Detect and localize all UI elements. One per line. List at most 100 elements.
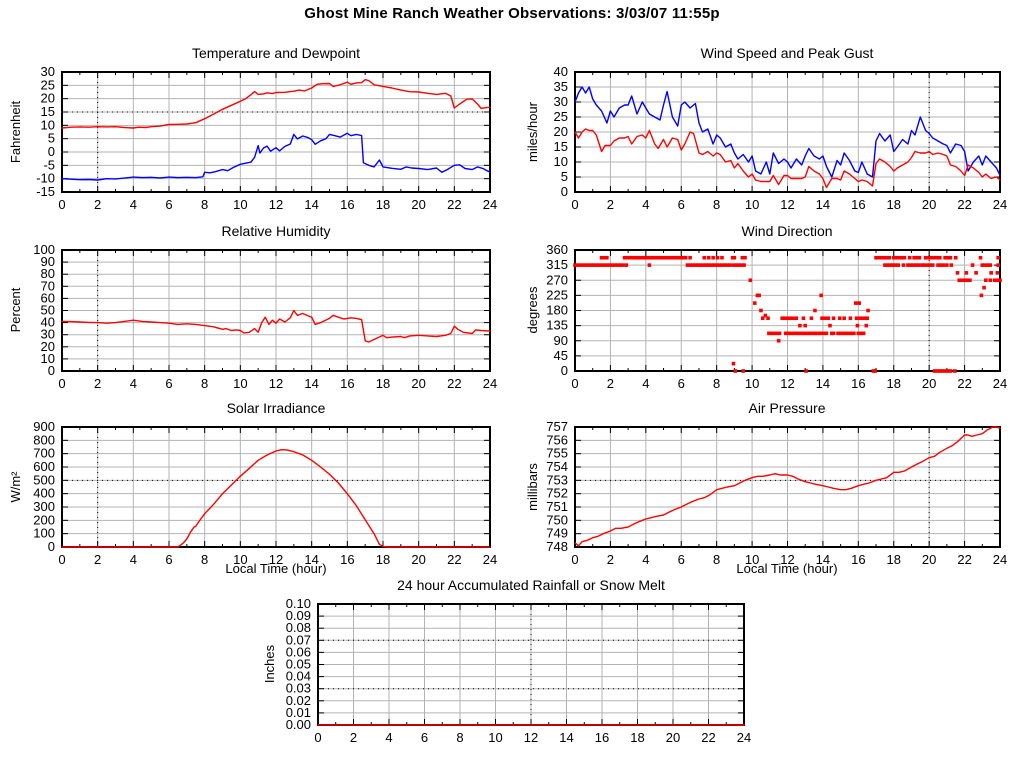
y-tick-label: 756	[546, 432, 568, 447]
y-tick-label: 40	[554, 64, 568, 79]
plot-area: 0 2 4 6 8 10 12 14 16 18 20 22 240459013518022527031…	[546, 242, 1007, 391]
page-title: Ghost Mine Ranch Weather Observations: 3…	[304, 5, 720, 22]
x-tick-label: 12	[269, 376, 283, 391]
x-tick-label: 22	[701, 730, 715, 745]
chart-air-pressure: 0 2 4 6 8 10 12 14 16 18 20 22 247487497507517527537…	[525, 400, 1007, 576]
y-tick-label: 135	[546, 318, 568, 333]
x-tick-label: 10	[233, 376, 247, 391]
x-tick-label: 14	[304, 552, 318, 567]
x-tick-label: 16	[851, 376, 865, 391]
y-tick-label: 752	[546, 486, 568, 501]
y-tick-label: 0.07	[286, 632, 311, 647]
series-pressure	[574, 426, 1001, 547]
x-tick-label: 20	[922, 376, 936, 391]
x-tick-label: 14	[559, 730, 573, 745]
y-tick-label: 754	[546, 459, 568, 474]
chart-wind-direction: 0 2 4 6 8 10 12 14 16 18 20 22 240459013518022527031…	[525, 223, 1007, 391]
x-tick-label: 0	[571, 197, 578, 212]
y-tick-label: 90	[41, 254, 55, 269]
x-tick-label: 22	[447, 376, 461, 391]
y-tick-label: 50	[41, 303, 55, 318]
x-tick-label: 8	[713, 197, 720, 212]
x-tick-label: 4	[130, 552, 137, 567]
x-tick-label: 12	[780, 376, 794, 391]
x-tick-label: 16	[340, 552, 354, 567]
x-tick-label: 22	[957, 197, 971, 212]
chart-relative-humidity: 0 2 4 6 8 10 12 14 16 18 20 22 240102030405060708090…	[8, 223, 497, 391]
x-tick-label: 0	[58, 376, 65, 391]
y-tick-label: 200	[33, 512, 55, 527]
x-tick-label: 24	[993, 552, 1007, 567]
x-tick-label: 10	[745, 552, 759, 567]
grid-lines	[575, 72, 1000, 192]
x-tick-label: 14	[816, 376, 830, 391]
y-tick-label: 60	[41, 290, 55, 305]
x-tick-label: 12	[269, 552, 283, 567]
y-axis-label: millibars	[525, 463, 540, 511]
y-tick-label: 751	[546, 499, 568, 514]
x-tick-label: 0	[571, 376, 578, 391]
y-tick-label: 0.06	[286, 644, 311, 659]
x-tick-label: 20	[411, 552, 425, 567]
x-tick-label: 22	[447, 552, 461, 567]
y-tick-label: 500	[33, 472, 55, 487]
y-tick-label: 0.00	[286, 717, 311, 732]
tick-labels: 0 2 4 6 8 10 12 14 16 18 20 22 24-15-10-505101520253…	[36, 64, 497, 212]
x-tick-label: 24	[483, 552, 497, 567]
x-tick-label: 8	[713, 552, 720, 567]
plot-area: 0 2 4 6 8 10 12 14 16 18 20 22 240100200300400500600…	[33, 419, 497, 567]
grid-lines	[318, 604, 744, 725]
x-tick-label: 6	[421, 730, 428, 745]
x-tick-label: 22	[957, 376, 971, 391]
x-tick-label: 22	[957, 552, 971, 567]
x-tick-label: 20	[922, 552, 936, 567]
tick-labels: 0 2 4 6 8 10 12 14 16 18 20 22 247487497507517527537…	[546, 419, 1007, 567]
y-axis-label: Inches	[262, 644, 277, 683]
x-tick-label: 2	[94, 197, 101, 212]
y-tick-label: 25	[554, 109, 568, 124]
x-tick-label: 2	[350, 730, 357, 745]
x-axis-label: Local Time (hour)	[736, 561, 837, 576]
x-tick-label: 6	[678, 552, 685, 567]
y-tick-label: 100	[33, 242, 55, 257]
y-tick-label: 70	[41, 278, 55, 293]
y-tick-label: 35	[554, 79, 568, 94]
x-tick-label: 10	[745, 197, 759, 212]
y-tick-label: 5	[561, 169, 568, 184]
x-tick-label: 18	[376, 197, 390, 212]
dotted-grid-lines	[62, 72, 490, 192]
x-tick-label: 24	[737, 730, 751, 745]
plot-area: 0 2 4 6 8 10 12 14 16 18 20 22 24-15-10-505101520253…	[36, 64, 497, 212]
chart-title: 24 hour Accumulated Rainfall or Snow Mel…	[397, 577, 665, 593]
x-axis-label: Local Time (hour)	[225, 561, 326, 576]
x-tick-label: 6	[165, 197, 172, 212]
y-tick-label: 757	[546, 419, 568, 434]
y-tick-label: 30	[554, 94, 568, 109]
series-wind-speed	[574, 128, 1001, 189]
y-tick-label: 45	[554, 348, 568, 363]
x-tick-label: 18	[887, 552, 901, 567]
y-tick-label: 755	[546, 446, 568, 461]
y-axis-label: degrees	[525, 286, 540, 333]
y-tick-label: 0	[561, 363, 568, 378]
dotted-grid-lines	[318, 604, 744, 725]
x-tick-label: 6	[165, 552, 172, 567]
plot-area: 0 2 4 6 8 10 12 14 16 18 20 22 240102030405060708090…	[33, 242, 497, 391]
series-peak-gust	[574, 86, 1001, 178]
chart-temperature-dewpoint: 0 2 4 6 8 10 12 14 16 18 20 22 24-15-10-505101520253…	[8, 45, 497, 212]
y-axis-label: Percent	[8, 287, 23, 332]
chart-title: Wind Direction	[741, 223, 832, 239]
x-tick-label: 4	[642, 376, 649, 391]
y-tick-label: 400	[33, 486, 55, 501]
series-irradiance	[61, 449, 491, 548]
y-tick-label: 0.09	[286, 608, 311, 623]
x-tick-label: 0	[58, 197, 65, 212]
x-tick-label: 14	[816, 552, 830, 567]
x-tick-label: 0	[314, 730, 321, 745]
y-tick-label: 10	[554, 154, 568, 169]
y-tick-label: 360	[546, 242, 568, 257]
y-tick-label: 315	[546, 257, 568, 272]
x-tick-label: 2	[607, 552, 614, 567]
y-tick-label: 0	[561, 184, 568, 199]
